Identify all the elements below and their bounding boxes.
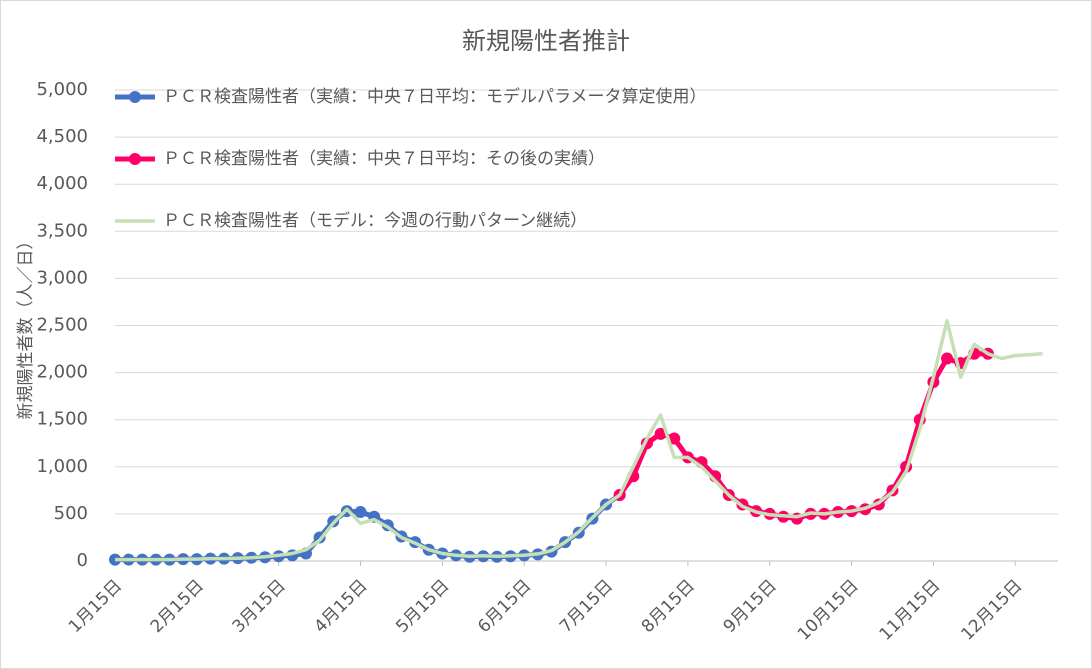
series-marker <box>654 427 667 440</box>
legend-marker <box>129 91 141 103</box>
series-marker <box>354 506 367 519</box>
y-tick-label: 1,000 <box>36 456 88 477</box>
y-tick-label: 4,000 <box>36 173 88 194</box>
series-marker <box>941 352 954 365</box>
y-tick-label: 3,500 <box>36 220 88 241</box>
y-tick-label: 500 <box>54 503 88 524</box>
legend-label: ＰＣＲ検査陽性者（実績：中央７日平均：その後の実績） <box>163 149 605 169</box>
y-tick-label: 0 <box>77 550 88 571</box>
y-tick-label: 1,500 <box>36 409 88 430</box>
legend-marker <box>129 153 141 165</box>
y-tick-label: 3,000 <box>36 267 88 288</box>
y-tick-label: 2,000 <box>36 362 88 383</box>
y-axis-label: 新規陽性者数（人／日） <box>16 233 36 420</box>
series-marker <box>668 432 681 445</box>
chart-title: 新規陽性者推計 <box>462 27 630 55</box>
series-line <box>115 319 1043 562</box>
legend-label: ＰＣＲ検査陽性者（実績：中央７日平均：モデルパラメータ算定使用） <box>163 86 707 107</box>
y-tick-label: 5,000 <box>36 79 88 100</box>
y-tick-label: 2,500 <box>36 315 88 336</box>
legend-label: ＰＣＲ検査陽性者（モデル：今週の行動パターン継続） <box>163 210 587 231</box>
y-tick-label: 4,500 <box>36 126 88 147</box>
